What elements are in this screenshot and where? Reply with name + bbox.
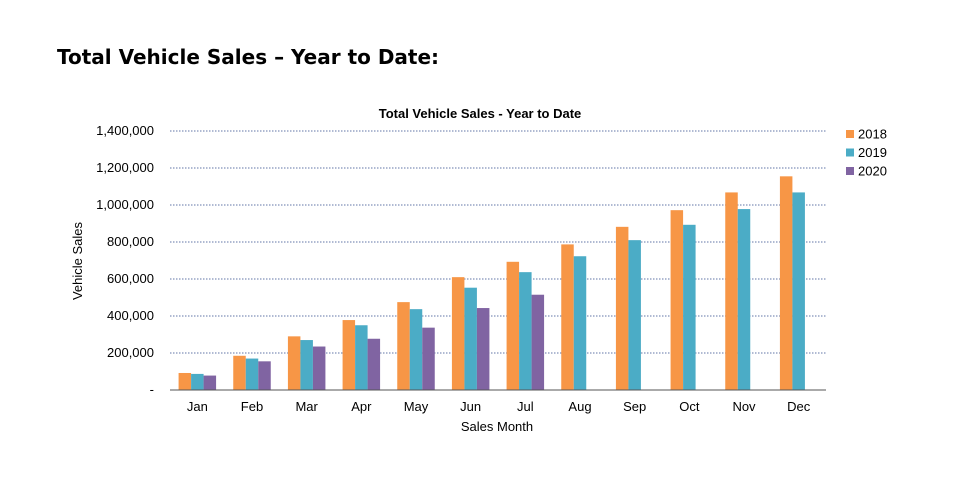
bar-2020-jun: [476, 308, 490, 390]
bar-2019-jul: [519, 272, 532, 390]
page-heading: Total Vehicle Sales – Year to Date:: [57, 45, 440, 69]
bar-2018-aug: [561, 244, 574, 390]
legend-swatch-2019: [846, 148, 854, 157]
bar-2019-feb: [245, 358, 259, 390]
y-tick-label: 200,000: [107, 345, 154, 360]
x-axis-ticks: Jan Feb Mar Apr May Jun Jul Aug Sep Oct Nov Dec: [187, 399, 811, 414]
legend: 2018 2019 2020: [846, 127, 887, 179]
y-axis-ticks: - 200,000 400,000 600,000 800,000 1,000,000 1,…: [96, 123, 154, 397]
x-tick-label: Sep: [623, 399, 646, 414]
bar-2018-jan: [178, 372, 192, 390]
y-tick-label: 1,200,000: [96, 160, 154, 175]
x-tick-label: Nov: [732, 399, 756, 414]
bar-2020-jul: [531, 294, 545, 390]
bar-2020-apr: [367, 338, 381, 390]
legend-swatch-2020: [846, 167, 854, 175]
y-tick-label: 600,000: [107, 271, 154, 286]
x-tick-label: Jun: [460, 399, 481, 414]
x-tick-label: Dec: [787, 399, 811, 414]
bar-2018-oct: [670, 210, 684, 390]
bar-2018-nov: [725, 192, 738, 390]
gridlines: [170, 130, 826, 354]
x-tick-label: Mar: [295, 399, 318, 414]
y-tick-label: 800,000: [107, 234, 154, 249]
bar-2020-feb: [258, 361, 271, 390]
chart-title: Total Vehicle Sales - Year to Date: [379, 106, 582, 121]
bar-2019-aug: [573, 256, 587, 390]
bar-2019-jan: [191, 373, 204, 390]
y-tick-label: 1,400,000: [96, 123, 154, 138]
bar-2019-apr: [355, 325, 368, 390]
legend-swatch-2018: [846, 130, 854, 138]
y-tick-label: -: [150, 382, 154, 397]
y-tick-label: 1,000,000: [96, 197, 154, 212]
bar-2019-oct: [683, 224, 696, 390]
bar-2018-dec: [779, 176, 793, 390]
bar-2020-jan: [203, 375, 217, 390]
bar-2019-nov: [737, 209, 751, 390]
bar-2018-mar: [287, 336, 301, 390]
bar-2018-apr: [342, 320, 356, 390]
x-tick-label: Oct: [679, 399, 700, 414]
x-tick-label: May: [404, 399, 429, 414]
bar-2019-may: [409, 309, 423, 390]
x-tick-label: Jan: [187, 399, 208, 414]
bar-2019-dec: [792, 192, 805, 390]
bar-2020-mar: [312, 346, 326, 390]
bar-2019-jun: [464, 287, 477, 390]
bars: [178, 176, 805, 390]
bar-2018-feb: [233, 355, 246, 390]
bar-2018-jul: [506, 261, 520, 390]
bar-2020-may: [422, 327, 435, 390]
bar-2018-may: [397, 302, 410, 390]
x-tick-label: Jul: [517, 399, 534, 414]
legend-label-2020: 2020: [858, 164, 887, 179]
legend-label-2018: 2018: [858, 127, 887, 142]
legend-label-2019: 2019: [858, 145, 887, 160]
bar-2019-sep: [628, 240, 641, 390]
bar-2018-sep: [615, 226, 629, 390]
x-axis-label: Sales Month: [461, 419, 533, 434]
x-tick-label: Apr: [351, 399, 372, 414]
y-tick-label: 400,000: [107, 308, 154, 323]
x-tick-label: Aug: [568, 399, 591, 414]
x-tick-label: Feb: [241, 399, 263, 414]
y-axis-label: Vehicle Sales: [70, 221, 85, 300]
bar-2019-mar: [300, 340, 313, 390]
bar-2018-jun: [451, 277, 465, 390]
